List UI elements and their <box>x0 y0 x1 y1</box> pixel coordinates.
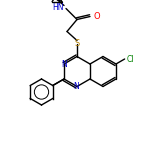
Text: HN: HN <box>53 3 64 12</box>
Text: O: O <box>93 12 100 21</box>
Text: S: S <box>74 39 80 48</box>
Text: N: N <box>73 82 79 91</box>
Text: N: N <box>61 59 67 68</box>
Text: Cl: Cl <box>127 54 134 63</box>
